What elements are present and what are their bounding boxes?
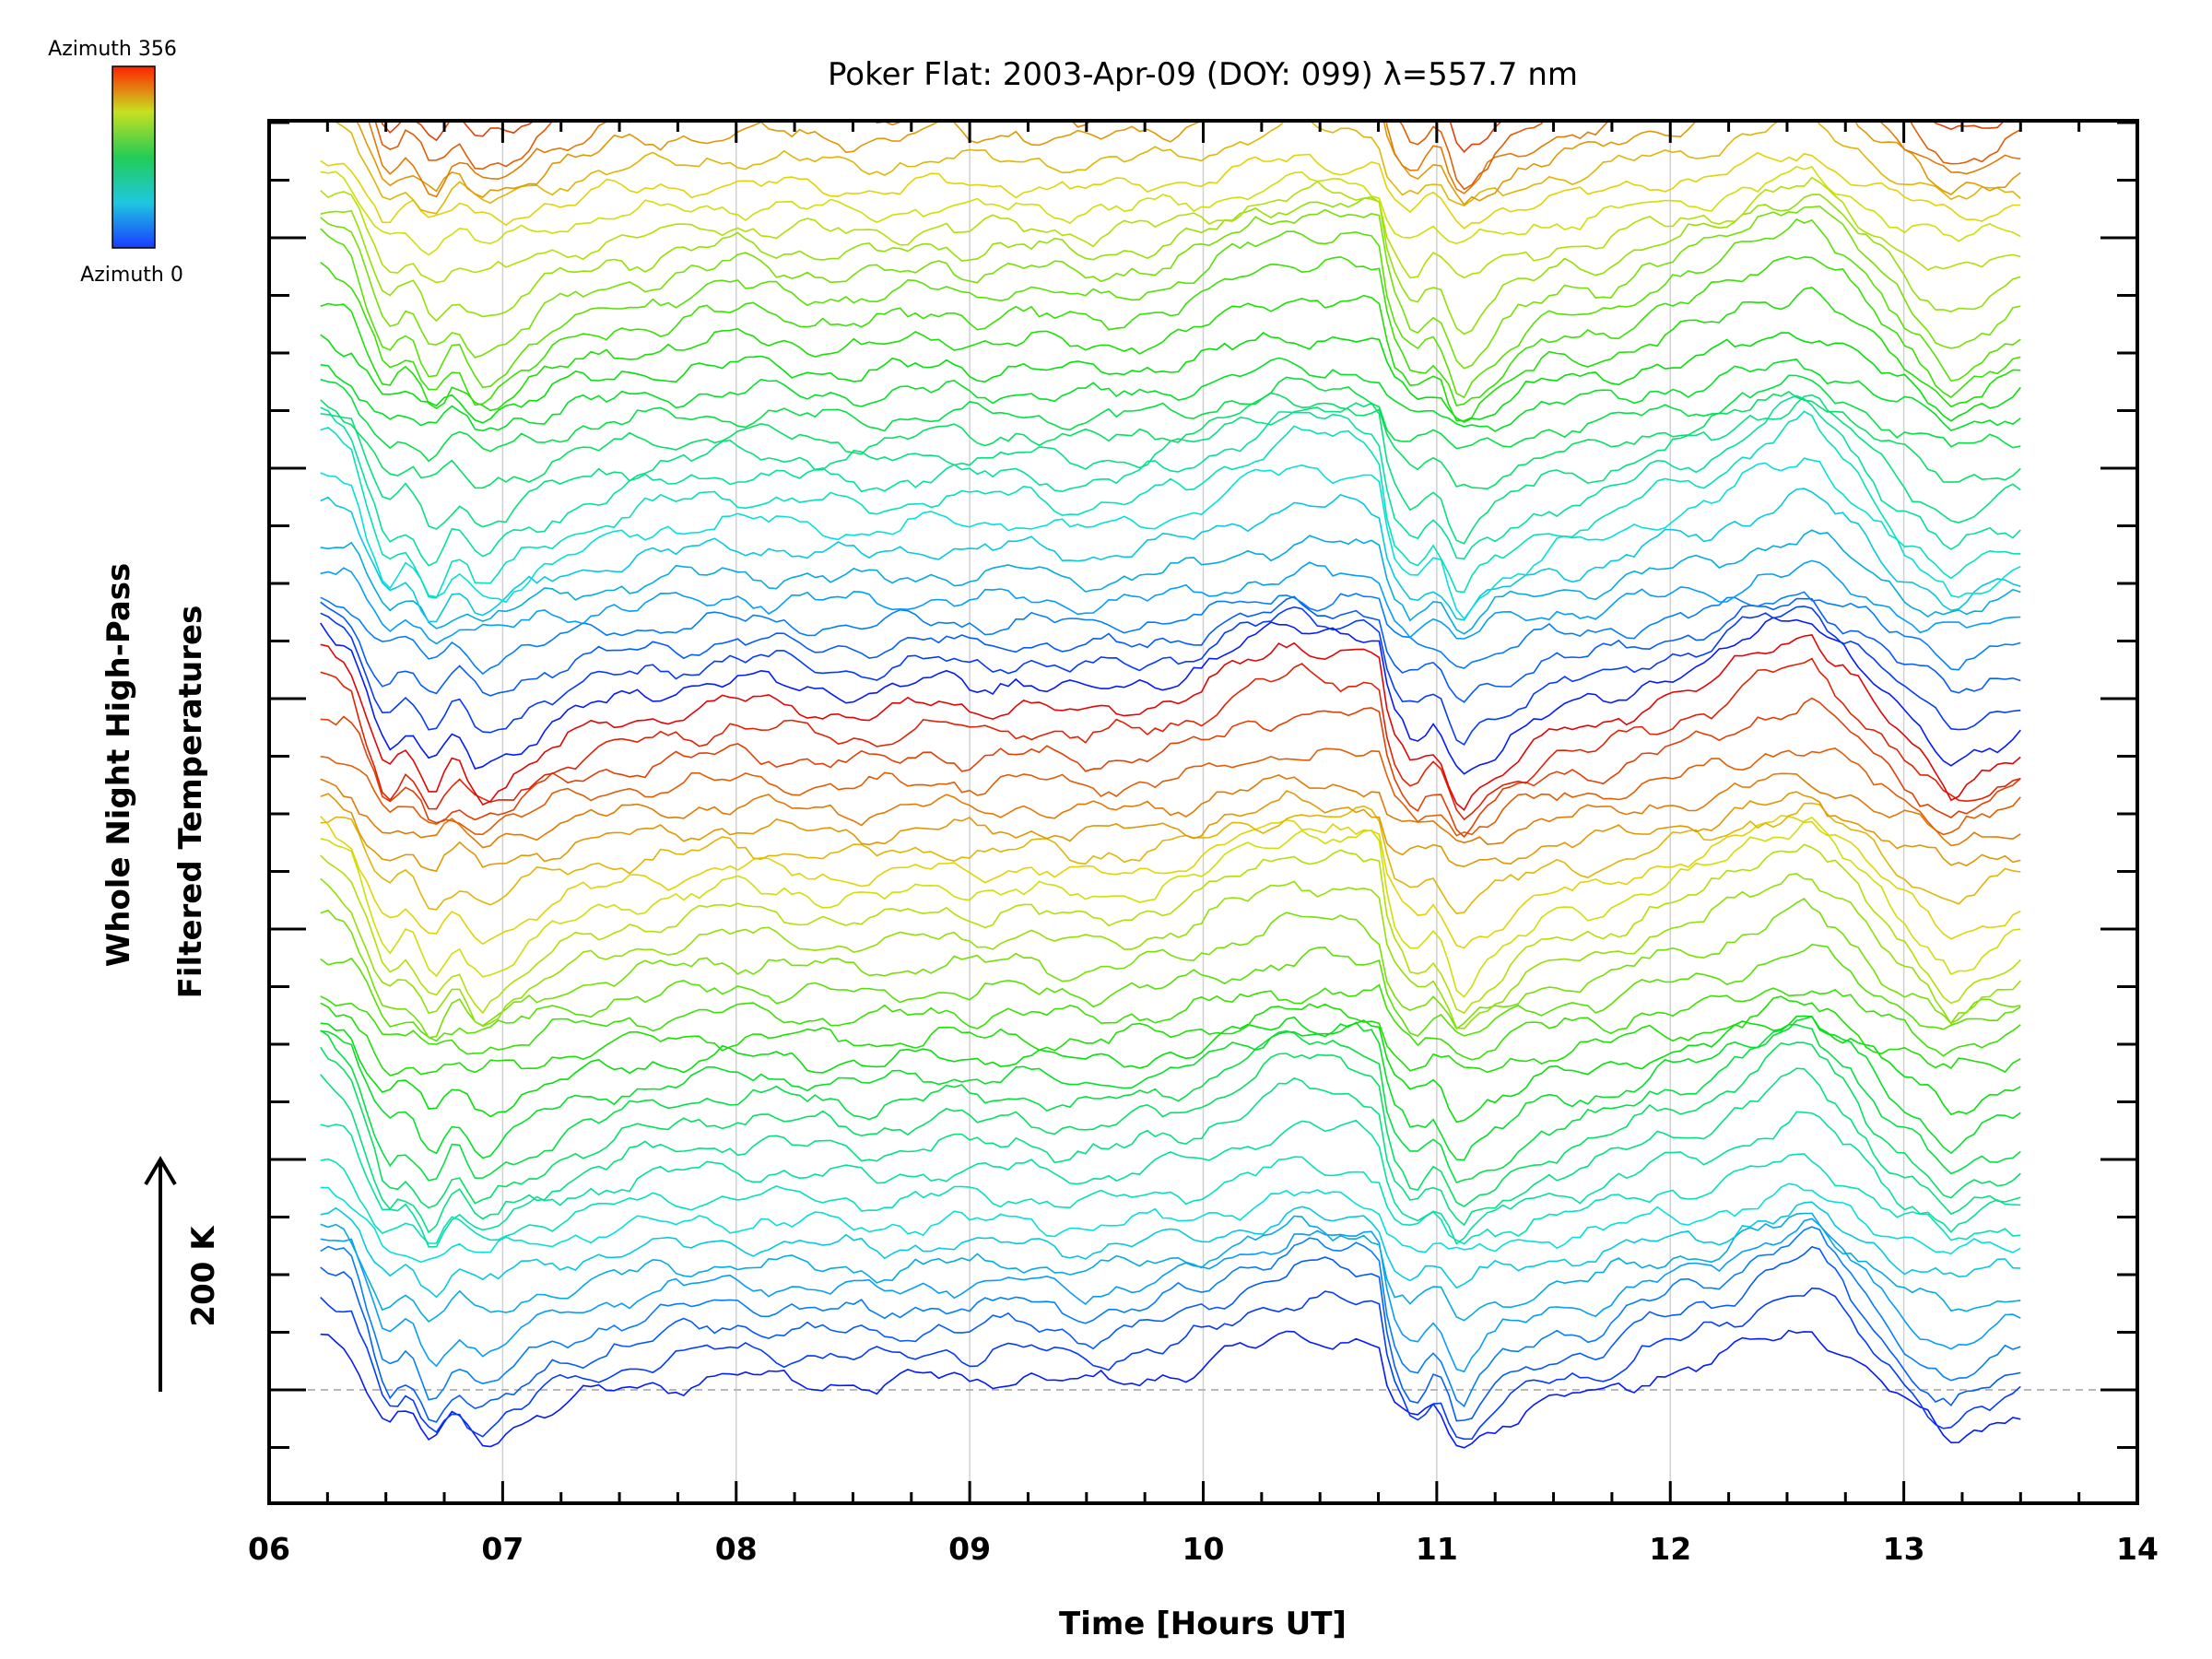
scale-arrow-head [144,1156,177,1186]
series-line [321,0,2021,13]
series-line [320,1015,2021,1124]
series-line [320,205,2021,370]
colorbar: Azimuth 356 Azimuth 0 [48,38,183,287]
series-line [320,391,2021,490]
scale-label: 200 K [185,1225,222,1327]
series-line [320,529,2021,635]
series-line [320,410,2021,599]
series-line [320,394,2021,567]
series-line [320,983,2021,1061]
chart-title: Poker Flat: 2003-Apr-09 (DOY: 099) λ=557… [828,56,1578,93]
series-line [320,606,2021,746]
x-tick-label: 11 [1416,1531,1458,1567]
x-tick-label: 09 [948,1531,991,1567]
series-line [320,995,2021,1077]
series-line [320,872,2021,1030]
series-line [320,357,2021,432]
series-line [320,1015,2021,1161]
series-line [320,374,2021,463]
series-line [320,1218,2021,1373]
scale-bar: 200 K [144,1156,222,1392]
series-line [320,843,2021,1015]
x-tick-label: 08 [715,1531,758,1567]
series-line [320,595,2021,703]
series-line [320,897,2021,1039]
series-line [320,457,2021,620]
series-line [320,1067,2021,1234]
series-line [368,121,2021,198]
series-line [320,559,2021,645]
series-line [320,394,2021,545]
series-line [374,121,2021,191]
series-line [320,176,2021,284]
series-line [320,1201,2021,1299]
series-line [320,1041,2021,1209]
series-line [324,121,2021,215]
y-axis-label-line1: Whole Night High-Pass [100,563,137,968]
series-line [320,802,2021,914]
series-line [355,121,2021,206]
series-line [320,1212,2021,1323]
series-line [320,287,2021,422]
series-line [320,617,2021,775]
series-line [320,657,2021,821]
series-line [320,1182,2021,1264]
series-line [320,634,2021,811]
series-line [320,1153,2021,1245]
series-line [320,151,2021,229]
series-line [320,1329,2021,1449]
x-tick-label: 10 [1182,1531,1225,1567]
y-axis-label-line2: Filtered Temperatures [172,606,209,999]
series-line [320,816,2021,998]
x-axis-label: Time [Hours UT] [1059,1606,1347,1642]
series-line [320,1245,2021,1423]
x-tick-label: 12 [1649,1531,1691,1567]
colorbar-top-label: Azimuth 356 [48,38,177,61]
colorbar-gradient [112,65,156,249]
series-line [320,218,2021,399]
series-line [320,815,2021,949]
series-traces [320,0,2021,1449]
grid [269,121,2137,1503]
series-line [320,697,2021,839]
series-line [320,1111,2021,1248]
series-line [320,943,2021,1042]
series-line [320,1287,2021,1441]
x-tick-labels: 06 07 08 09 10 11 12 13 14 [248,1531,2159,1567]
series-line [320,255,2021,407]
x-tick-label: 14 [2116,1531,2159,1567]
x-tick-label: 07 [481,1531,524,1567]
series-line [320,747,2021,837]
series-line [320,332,2021,424]
series-line [321,0,2021,15]
x-tick-label: 06 [248,1531,290,1567]
series-line [320,1226,2021,1407]
x-tick-label: 13 [1883,1531,1925,1567]
series-line [321,0,2021,53]
axis-ticks [267,121,2139,1503]
series-line [320,591,2021,676]
series-line [320,488,2021,623]
series-line [320,194,2021,335]
colorbar-bottom-label: Azimuth 0 [80,264,183,287]
series-line [320,165,2021,256]
series-line [320,790,2021,873]
series-line [320,1023,2021,1183]
series-line [320,772,2021,849]
